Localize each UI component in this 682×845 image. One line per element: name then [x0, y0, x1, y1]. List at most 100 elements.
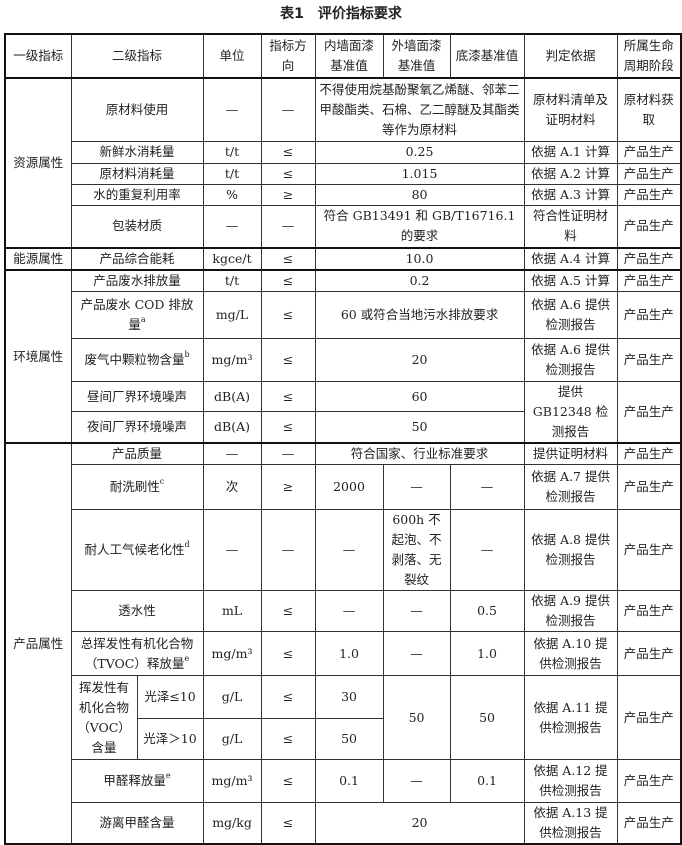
- indicator-name: 透水性: [70, 590, 204, 632]
- stage: 产品生产: [616, 675, 682, 760]
- stage: 产品生产: [616, 162, 682, 185]
- value: 1.015: [314, 162, 525, 185]
- value: 60 或符合当地污水排放要求: [314, 291, 525, 339]
- group-energy: 能源属性: [4, 247, 72, 271]
- direction: ≤: [260, 291, 316, 339]
- sub-indicator-name: 光泽＞10: [136, 718, 204, 760]
- stage: 产品生产: [616, 442, 682, 465]
- basis: 依据 A.4 计算: [523, 247, 618, 271]
- header-interior: 内墙面漆基准值: [314, 33, 384, 79]
- header-level1: 一级指标: [4, 33, 72, 79]
- table-row: 原材料消耗量 t/t ≤ 1.015 依据 A.2 计算 产品生产: [5, 162, 682, 185]
- footnote-mark: a: [140, 315, 146, 324]
- unit: mg/kg: [202, 802, 262, 845]
- direction: ≤: [260, 675, 316, 719]
- table-row: 总挥发性有机化合物（TVOC）释放量e mg/m³ ≤ 1.0 — 1.0 依据…: [5, 631, 682, 676]
- unit: mg/L: [202, 291, 262, 339]
- stage: 产品生产: [616, 269, 682, 292]
- basis: 提供证明材料: [523, 442, 618, 465]
- direction: ≥: [260, 464, 316, 510]
- group-product: 产品属性: [4, 442, 72, 845]
- table-row: 耐洗刷性c 次 ≥ 2000 — — 依据 A.7 提供检测报告 产品生产: [5, 464, 682, 510]
- footnote-mark: c: [159, 477, 165, 486]
- footnote-mark: e: [184, 653, 190, 663]
- table-row: 透水性 mL ≤ — — 0.5 依据 A.9 提供检测报告 产品生产: [5, 590, 682, 632]
- value: 20: [314, 802, 525, 845]
- basis: 提供 GB12348 检测报告: [523, 381, 618, 444]
- indicator-name: 游离甲醛含量: [70, 802, 204, 845]
- indicator-name: 甲醛释放量e: [70, 759, 204, 803]
- direction: —: [260, 442, 316, 465]
- direction: —: [260, 204, 316, 249]
- table-row: 昼间厂界环境噪声 dB(A) ≤ 60 提供 GB12348 检测报告 产品生产: [5, 380, 682, 444]
- exterior-value: —: [382, 464, 451, 510]
- indicator-name: 耐人工气候老化性d: [70, 509, 204, 591]
- stage: 产品生产: [616, 291, 682, 339]
- direction: —: [260, 77, 316, 142]
- unit: mg/m³: [202, 759, 262, 803]
- unit: —: [202, 442, 262, 465]
- value: 符合国家、行业标准要求: [314, 442, 525, 465]
- table-row: 产品废水 COD 排放量a mg/L ≤ 60 或符合当地污水排放要求 依据 A…: [5, 291, 682, 339]
- stage: 产品生产: [616, 464, 682, 510]
- header-basis: 判定依据: [523, 33, 618, 79]
- basis: 依据 A.6 提供检测报告: [523, 338, 618, 382]
- value: 50: [314, 411, 525, 444]
- unit: kgce/t: [202, 247, 262, 271]
- group-resource: 资源属性: [4, 77, 72, 249]
- evaluation-table: 一级指标 二级指标 单位 指标方向 内墙面漆基准值 外墙面漆基准值 底漆基准值 …: [4, 33, 682, 845]
- direction: ≤: [260, 411, 316, 444]
- name-text: 废气中颗粒物含量: [84, 352, 185, 367]
- indicator-name: 产品废水排放量: [70, 269, 204, 292]
- exterior-value: 50: [382, 675, 451, 760]
- indicator-name: 产品综合能耗: [70, 247, 204, 271]
- stage: 产品生产: [616, 338, 682, 382]
- direction: ≤: [260, 380, 316, 413]
- indicator-name: 挥发性有机化合物（VOC）含量: [70, 675, 138, 760]
- name-text: 耐人工气候老化性: [84, 542, 185, 557]
- indicator-name: 产品质量: [70, 442, 204, 465]
- unit: g/L: [202, 675, 262, 719]
- table-row: 游离甲醛含量 mg/kg ≤ 20 依据 A.13 提供检测报告 产品生产: [5, 802, 682, 845]
- unit: —: [202, 509, 262, 591]
- sub-indicator-name: 光泽≤10: [136, 675, 204, 719]
- unit: —: [202, 204, 262, 249]
- name-text: 总挥发性有机化合物（TVOC）释放量: [80, 635, 194, 671]
- indicator-name: 包装材质: [70, 204, 204, 249]
- stage: 产品生产: [616, 140, 682, 164]
- unit: g/L: [202, 718, 262, 760]
- stage: 产品生产: [616, 590, 682, 632]
- table-row: 能源属性 产品综合能耗 kgce/t ≤ 10.0 依据 A.4 计算 产品生产: [4, 247, 682, 271]
- direction: ≤: [260, 140, 316, 164]
- stage: 产品生产: [616, 247, 682, 271]
- unit: —: [202, 77, 262, 142]
- header-row: 一级指标 二级指标 单位 指标方向 内墙面漆基准值 外墙面漆基准值 底漆基准值 …: [4, 33, 682, 79]
- primer-value: 50: [449, 675, 525, 760]
- primer-value: 0.1: [449, 759, 525, 803]
- stage: 产品生产: [616, 204, 682, 249]
- table-row: 挥发性有机化合物（VOC）含量 光泽≤10 g/L ≤ 30 50 50 依据 …: [5, 675, 682, 760]
- table-title: 表1 评价指标要求: [280, 6, 402, 22]
- interior-value: —: [314, 590, 384, 632]
- primer-value: 0.5: [449, 590, 525, 632]
- basis: 依据 A.10 提供检测报告: [523, 631, 618, 676]
- header-primer: 底漆基准值: [449, 33, 525, 79]
- direction: ≤: [260, 247, 316, 271]
- header-stage: 所属生命周期阶段: [616, 33, 682, 79]
- table-row: 环境属性 产品废水排放量 t/t ≤ 0.2 依据 A.5 计算 产品生产: [4, 269, 682, 444]
- table-row: 水的重复利用率 % ≥ 80 依据 A.3 计算 产品生产: [5, 183, 682, 206]
- indicator-name: 耐洗刷性c: [70, 464, 204, 510]
- exterior-value: —: [382, 759, 451, 803]
- unit: mg/m³: [202, 338, 262, 382]
- value: 0.25: [314, 140, 525, 164]
- basis: 依据 A.7 提供检测报告: [523, 464, 618, 510]
- unit: dB(A): [202, 380, 262, 413]
- exterior-value: —: [382, 631, 451, 676]
- footnote-mark: b: [184, 350, 190, 359]
- value: 10.0: [314, 247, 525, 271]
- stage: 产品生产: [616, 183, 682, 206]
- basis: 依据 A.6 提供检测报告: [523, 291, 618, 339]
- unit: dB(A): [202, 411, 262, 444]
- header-unit: 单位: [202, 33, 262, 79]
- primer-value: 1.0: [449, 631, 525, 676]
